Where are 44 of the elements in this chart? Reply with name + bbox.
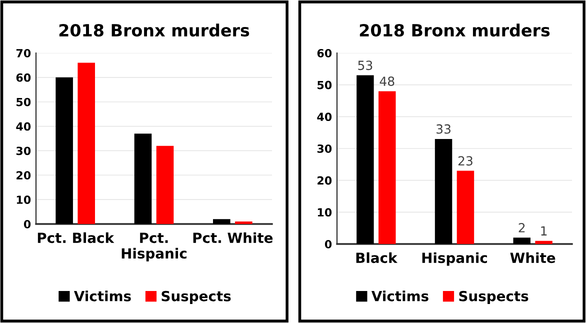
y-tick-label: 60 — [16, 73, 31, 82]
data-label: 23 — [458, 156, 472, 166]
bar — [456, 170, 474, 244]
y-tick-label: 40 — [317, 112, 332, 122]
y-tick-label: 0 — [324, 240, 332, 248]
legend-label: Suspects — [459, 290, 528, 304]
bar — [356, 75, 374, 244]
x-tick-label: Pct. Hispanic — [122, 232, 186, 262]
chart-title: 2018 Bronx murders — [59, 24, 250, 37]
data-label: 53 — [358, 60, 372, 70]
bar — [156, 146, 174, 224]
y-tick-label: 50 — [318, 80, 332, 90]
data-label: 48 — [380, 76, 394, 86]
data-label: 33 — [436, 124, 450, 134]
y-tick-label: 50 — [16, 98, 31, 106]
legend-label: Suspects — [162, 290, 231, 304]
y-tick-label: 20 — [318, 176, 332, 185]
legend-label: Victims — [371, 290, 428, 302]
y-tick-label: 10 — [318, 208, 332, 217]
data-label: 1 — [541, 226, 547, 236]
y-tick-label: 40 — [16, 122, 31, 131]
y-tick-label: 20 — [16, 171, 31, 180]
bar — [513, 238, 530, 244]
legend-label: Victims — [74, 290, 131, 302]
y-tick-label: 60 — [317, 48, 332, 58]
bar — [134, 134, 152, 224]
bar — [213, 219, 230, 224]
x-tick-label: Pct. Black — [38, 232, 114, 244]
bar — [78, 62, 95, 224]
y-tick-label: 70 — [16, 48, 31, 58]
data-label: 2 — [518, 222, 525, 232]
chart-title: 2018 Bronx murders — [360, 24, 550, 37]
bar — [56, 77, 73, 224]
x-tick-label: Hispanic — [422, 252, 487, 266]
y-tick-label: 30 — [317, 144, 332, 153]
bar — [535, 240, 552, 244]
x-tick-label: White — [510, 252, 556, 264]
x-tick-label: Black — [356, 252, 398, 264]
bar — [434, 138, 452, 244]
y-tick-label: 0 — [24, 220, 31, 228]
y-tick-label: 30 — [16, 146, 31, 156]
y-tick-label: 10 — [16, 196, 31, 204]
x-tick-label: Pct. White — [193, 232, 273, 244]
bar — [378, 91, 396, 244]
